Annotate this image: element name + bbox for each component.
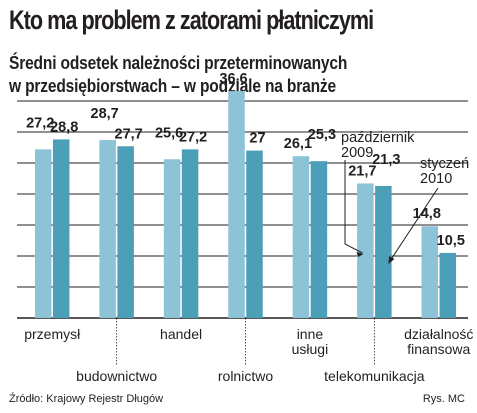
category-label-6-line-2: finansowa <box>407 341 470 357</box>
legend-arrow-2-head <box>388 256 395 264</box>
category-label-5: telekomunikacja <box>324 368 425 384</box>
bar-2-3 <box>246 150 263 318</box>
bar-1-6 <box>421 226 439 318</box>
chart-subtitle: Średni odsetek należności przeterminowan… <box>9 51 347 97</box>
value-label-2-3: 27 <box>249 131 265 147</box>
bar-1-3 <box>228 91 245 318</box>
legend-series-2-line-2: 2010 <box>420 171 452 187</box>
bar-1-0 <box>34 149 52 318</box>
category-label-4-line-1: inne <box>297 326 324 342</box>
bar-2-1 <box>117 146 134 318</box>
value-label-2-5: 21,3 <box>372 152 400 168</box>
bar-2-2 <box>181 149 199 318</box>
value-label-1-6: 14,8 <box>413 206 441 222</box>
bar-2-5 <box>375 185 392 318</box>
category-label-1: budownictwo <box>76 368 157 384</box>
value-label-1-5: 21,7 <box>348 163 376 179</box>
category-label-2: handel <box>160 326 202 342</box>
bar-2-0 <box>52 139 70 318</box>
value-label-2-4: 25,3 <box>308 127 336 143</box>
category-label-0: przemysł <box>24 326 81 342</box>
value-label-1-3: 36,6 <box>219 71 247 87</box>
bar-1-2 <box>163 159 181 318</box>
value-label-2-1: 27,7 <box>115 126 143 142</box>
value-label-2-0: 28,8 <box>50 119 78 135</box>
bar-2-4 <box>310 161 328 318</box>
value-label-1-2: 25,6 <box>155 125 183 141</box>
legend-series-1-line-1: październik <box>341 130 415 146</box>
subtitle-line-2: w przedsiębiorstwach – w podziale na bra… <box>9 75 336 96</box>
category-label-6-line-1: działalność <box>404 326 473 342</box>
legend-arrow-2 <box>388 187 439 263</box>
bar-1-1 <box>99 140 116 318</box>
value-label-1-1: 28,7 <box>91 106 119 122</box>
category-label-4-line-2: usługi <box>292 341 329 357</box>
category-label-3: rolnictwo <box>218 368 273 384</box>
legend-series-2-line-1: styczeń <box>420 156 469 172</box>
legend-arrow-1 <box>344 160 363 254</box>
value-label-1-4: 26,1 <box>284 136 312 152</box>
bar-2-6 <box>439 252 457 318</box>
legend-arrow-1-head <box>356 252 364 257</box>
bar-1-4 <box>292 156 310 318</box>
bar-1-5 <box>357 183 374 318</box>
value-label-1-0: 27,2 <box>26 115 54 131</box>
value-label-2-6: 10,5 <box>437 233 465 249</box>
source-note: Źródło: Krajowy Rejestr Długów <box>9 393 164 405</box>
subtitle-line-1: Średni odsetek należności przeterminowan… <box>9 52 348 73</box>
credit-note: Rys. MC <box>422 393 465 405</box>
legend-series-1-line-2: 2009 <box>341 145 373 161</box>
value-label-2-2: 27,2 <box>179 129 207 145</box>
chart-title: Kto ma problem z zatorami płatniczymi <box>9 5 374 35</box>
